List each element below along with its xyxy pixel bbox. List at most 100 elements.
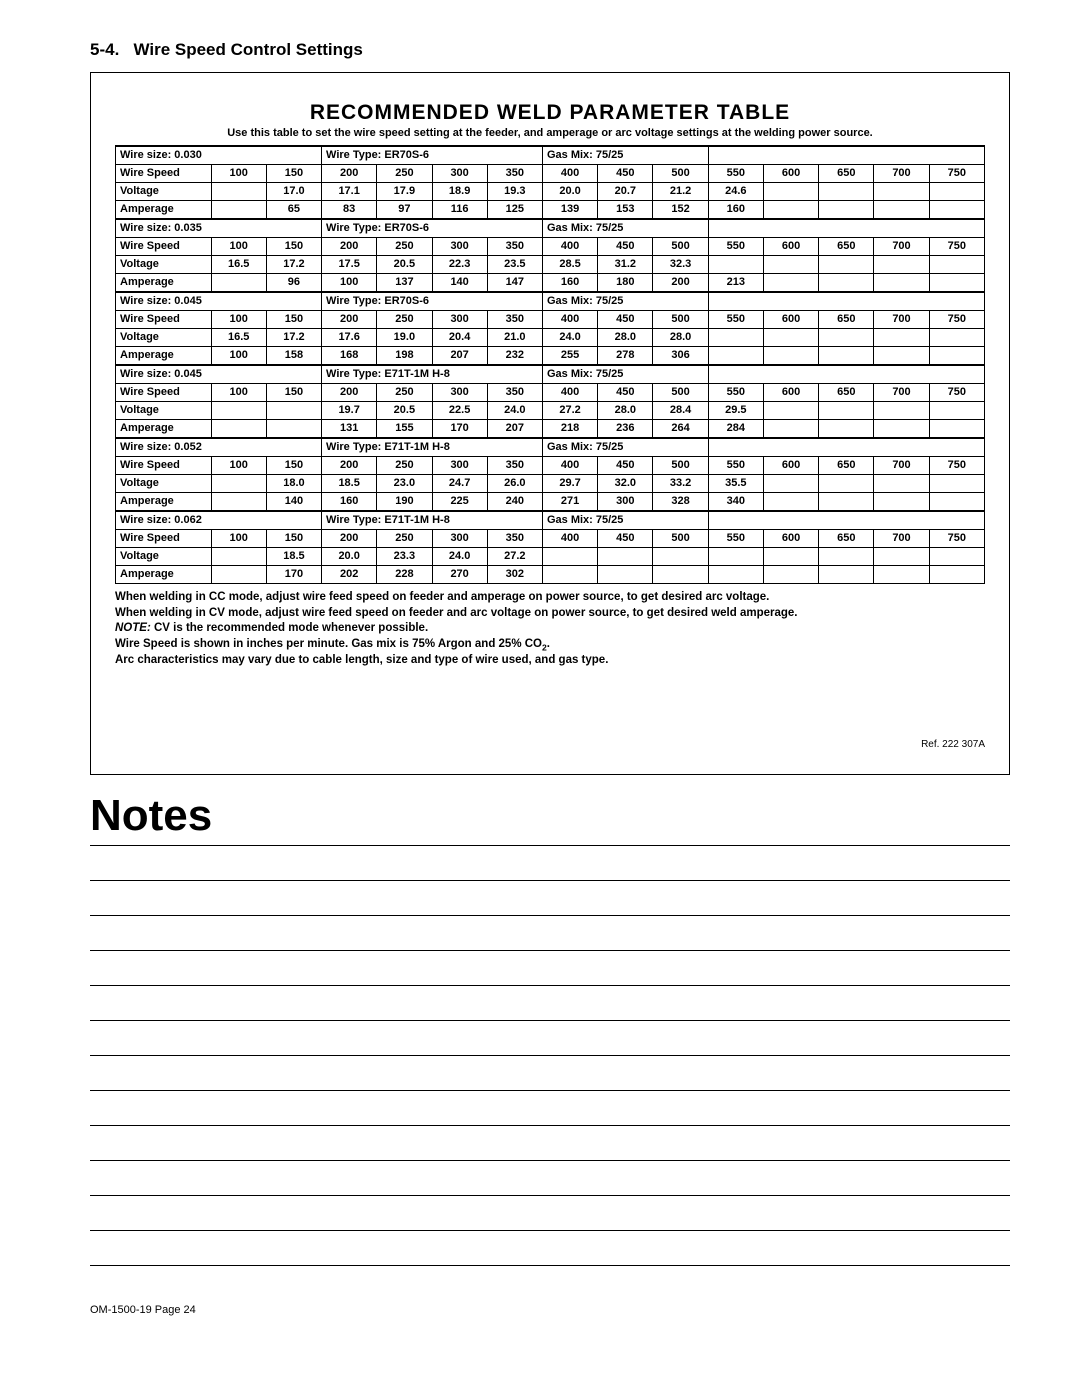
table-cell: 400 [542,384,597,402]
table-cell [211,201,266,220]
table-cell: 23.0 [377,475,432,493]
note-line [90,1020,1010,1055]
table-cell: 213 [708,274,763,293]
table-cell: 198 [377,347,432,366]
table-cell: 28.5 [542,256,597,274]
table-cell: 700 [874,311,929,329]
table-cell: 264 [653,420,708,439]
note-line [90,950,1010,985]
table-cell: 340 [708,493,763,512]
table-cell: 131 [322,420,377,439]
table-cell: 100 [211,347,266,366]
table-cell: 450 [598,530,653,548]
wire-speed-row: Wire Speed100150200250300350400450500550… [116,457,985,475]
table-cell: 500 [653,165,708,183]
group-header-row: Wire size: 0.052Wire Type: E71T-1M H-8Ga… [116,438,985,457]
table-cell: 300 [432,457,487,475]
table-cell: 200 [653,274,708,293]
note-line [90,1055,1010,1090]
table-cell: 284 [708,420,763,439]
table-cell [542,566,597,584]
table-cell: 200 [322,530,377,548]
table-cell: 20.0 [322,548,377,566]
note-line [90,1230,1010,1265]
table-cell: Amperage [116,201,212,220]
table-cell [211,183,266,201]
note-line [90,1125,1010,1160]
table-cell [819,347,874,366]
table-cell: 350 [487,311,542,329]
wire-speed-row: Wire Speed100150200250300350400450500550… [116,238,985,256]
table-cell: 24.6 [708,183,763,201]
table-cell [874,475,929,493]
group-header-row: Wire size: 0.030Wire Type: ER70S-6Gas Mi… [116,146,985,165]
table-cell: 190 [377,493,432,512]
group-header-row: Wire size: 0.062Wire Type: E71T-1M H-8Ga… [116,511,985,530]
table-cell: 20.0 [542,183,597,201]
table-cell [763,420,818,439]
table-cell: 228 [377,566,432,584]
table-cell [653,566,708,584]
table-cell: 180 [598,274,653,293]
table-cell: 18.9 [432,183,487,201]
table-cell: 150 [266,238,321,256]
footnote-line: NOTE: CV is the recommended mode wheneve… [115,621,985,637]
table-cell: 450 [598,384,653,402]
footnote-line: Arc characteristics may vary due to cabl… [115,653,985,669]
table-cell: 23.3 [377,548,432,566]
table-cell: Voltage [116,329,212,347]
table-cell: 27.2 [542,402,597,420]
amperage-row: Amperage100158168198207232255278306 [116,347,985,366]
table-cell: 18.5 [322,475,377,493]
table-cell [266,420,321,439]
table-cell: 18.0 [266,475,321,493]
table-cell [929,329,984,347]
table-cell: 150 [266,457,321,475]
table-cell: Voltage [116,256,212,274]
table-cell: 139 [542,201,597,220]
table-cell: 328 [653,493,708,512]
table-cell [763,183,818,201]
table-cell: 28.0 [653,329,708,347]
table-cell: 600 [763,530,818,548]
table-cell [819,201,874,220]
table-cell [598,548,653,566]
table-cell: 20.5 [377,402,432,420]
table-cell [211,274,266,293]
table-cell [211,475,266,493]
notes-heading: Notes [90,791,1010,841]
table-cell: 153 [598,201,653,220]
table-cell: Wire Type: ER70S-6 [322,292,543,311]
table-cell: 450 [598,457,653,475]
table-cell [708,292,984,311]
table-cell: 170 [266,566,321,584]
table-cell: 150 [266,165,321,183]
table-cell: 250 [377,238,432,256]
wire-speed-row: Wire Speed100150200250300350400450500550… [116,165,985,183]
table-cell: 168 [322,347,377,366]
table-cell: 24.7 [432,475,487,493]
table-cell: 150 [266,384,321,402]
table-cell: 700 [874,384,929,402]
table-cell: 20.5 [377,256,432,274]
table-cell: 17.1 [322,183,377,201]
wire-speed-row: Wire Speed100150200250300350400450500550… [116,530,985,548]
table-cell: 100 [211,311,266,329]
table-cell: 650 [819,530,874,548]
table-cell: Wire Speed [116,530,212,548]
table-cell: 160 [708,201,763,220]
table-cell [763,548,818,566]
table-subtitle: Use this table to set the wire speed set… [115,127,985,139]
table-cell [874,256,929,274]
note-text: CV is the recommended mode whenever poss… [154,622,428,634]
table-cell: Voltage [116,402,212,420]
table-cell: 550 [708,165,763,183]
table-cell [211,493,266,512]
table-cell [874,402,929,420]
table-cell: 278 [598,347,653,366]
table-cell [819,475,874,493]
table-cell: 550 [708,457,763,475]
table-cell: 650 [819,311,874,329]
table-cell: 250 [377,457,432,475]
table-cell: 160 [322,493,377,512]
